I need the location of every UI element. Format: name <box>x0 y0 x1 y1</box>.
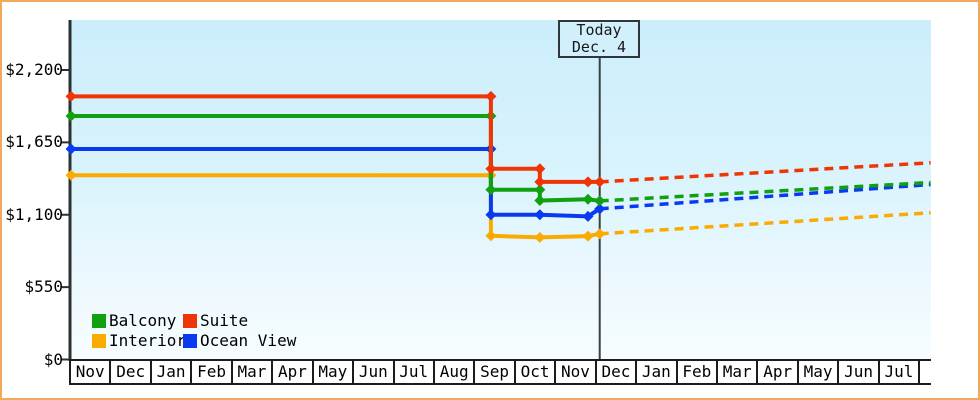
legend-item-ocean-view: Ocean View <box>183 333 296 349</box>
today-label: Today <box>576 21 622 39</box>
legend-swatch-icon <box>183 334 197 348</box>
legend-item-suite: Suite <box>183 313 248 329</box>
series-line-suite <box>71 94 600 184</box>
data-point-interior <box>594 228 606 240</box>
legend-swatch-icon <box>92 314 106 328</box>
month-label: Jun <box>839 361 880 383</box>
month-label: Jul <box>880 361 921 383</box>
data-point-balcony <box>65 110 77 122</box>
data-point-suite <box>594 176 606 188</box>
y-tick-label: $1,100 <box>5 204 63 224</box>
y-tick-label: $0 <box>43 349 63 369</box>
data-point-interior <box>65 169 77 181</box>
legend-label: Balcony <box>109 311 177 330</box>
month-label: Apr <box>273 361 314 383</box>
data-point-interior <box>534 231 546 243</box>
month-label: Aug <box>435 361 476 383</box>
data-point-suite <box>65 90 77 102</box>
month-label: Oct <box>516 361 557 383</box>
projected-line-suite <box>599 161 931 184</box>
legend-label: Interior <box>109 331 187 350</box>
data-point-suite <box>485 163 497 175</box>
data-point-balcony <box>534 184 546 196</box>
data-point-suite <box>485 90 497 102</box>
month-label: Sep <box>475 361 516 383</box>
data-point-balcony <box>485 184 497 196</box>
month-label: Nov <box>71 361 112 383</box>
legend-item-interior: Interior <box>92 333 186 349</box>
data-point-ocean-view <box>534 209 546 221</box>
data-point-interior <box>582 230 594 242</box>
x-axis-month-row: Nov Dec Jan Feb Mar Apr May Jun Jul Aug Sep Oct Nov D… <box>69 359 931 385</box>
projected-line-balcony <box>599 180 931 203</box>
month-label: Nov <box>556 361 597 383</box>
month-label: Mar <box>718 361 759 383</box>
series-line-interior <box>71 173 601 240</box>
data-point-ocean-view <box>65 143 77 155</box>
month-label: May <box>799 361 840 383</box>
month-label: Feb <box>678 361 718 383</box>
month-label: Jan <box>152 361 193 383</box>
projected-line-interior <box>599 211 931 236</box>
data-point-balcony <box>534 195 546 207</box>
data-point-suite <box>534 176 546 188</box>
month-label: Jun <box>354 361 395 383</box>
month-label: Jan <box>637 361 678 383</box>
legend-swatch-icon <box>183 314 197 328</box>
legend-swatch-icon <box>92 334 106 348</box>
month-label: Feb <box>192 361 233 383</box>
month-label: Mar <box>233 361 274 383</box>
series-line-balcony <box>71 114 600 203</box>
y-tick-label: $550 <box>24 277 63 297</box>
data-point-interior <box>485 230 497 242</box>
data-point-balcony <box>582 193 594 205</box>
data-point-suite <box>534 163 546 175</box>
today-marker-box: Today Dec. 4 <box>558 20 640 58</box>
data-point-ocean-view <box>582 210 594 222</box>
month-label: Apr <box>758 361 799 383</box>
month-label: Dec <box>597 361 638 383</box>
month-cell-empty <box>920 361 931 383</box>
month-label: May <box>314 361 355 383</box>
y-tick-label: $2,200 <box>5 60 63 79</box>
today-date: Dec. 4 <box>571 38 627 56</box>
series-line-ocean-view <box>71 146 601 219</box>
data-point-ocean-view <box>594 203 606 215</box>
y-tick-label: $1,650 <box>5 132 63 152</box>
legend-label: Suite <box>200 311 249 330</box>
legend-item-balcony: Balcony <box>92 313 176 329</box>
data-point-suite <box>582 176 594 188</box>
month-label: Jul <box>395 361 435 383</box>
month-label: Dec <box>111 361 152 383</box>
legend-label: Ocean View <box>200 331 297 350</box>
projected-line-ocean-view <box>599 182 931 211</box>
data-point-balcony <box>594 195 606 207</box>
data-point-ocean-view <box>485 209 497 221</box>
